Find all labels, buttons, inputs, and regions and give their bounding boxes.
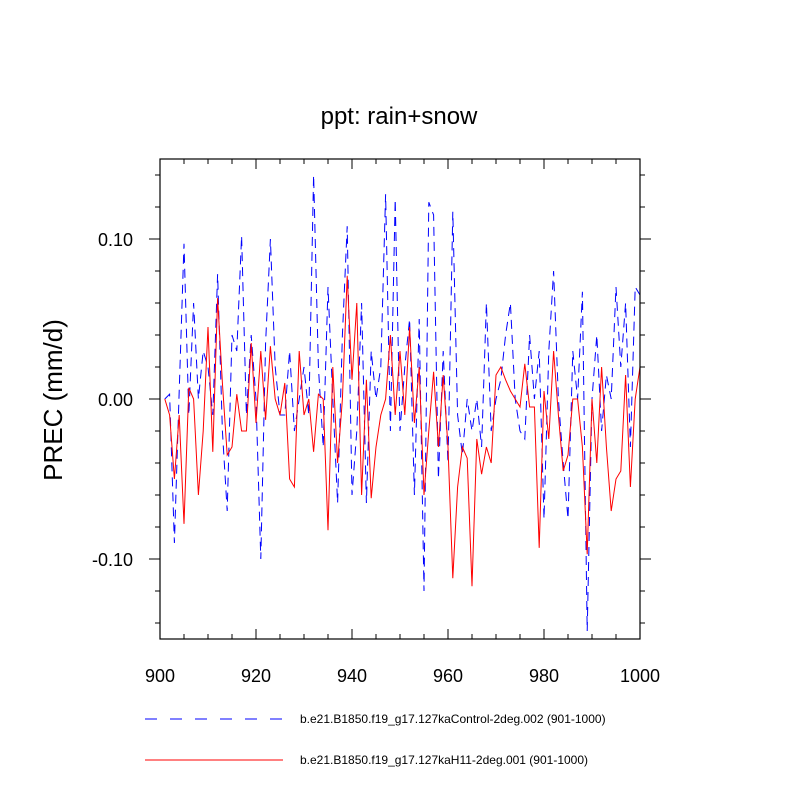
- x-tick-label: 920: [241, 666, 271, 686]
- series-layer: [164, 174, 641, 632]
- y-tick-label: 0.10: [98, 230, 133, 250]
- x-tick-label: 980: [529, 666, 559, 686]
- axes-layer: 900 920 940 960 980 1000 -0.10 0.00 0.10: [92, 159, 660, 686]
- series-line-h11: [164, 275, 641, 587]
- y-axis-label: PREC (mm/d): [38, 319, 68, 481]
- y-tick-label: -0.10: [92, 550, 133, 570]
- legend-entry-h11: b.e21.B1850.f19_g17.127kaH11-2deg.001 (9…: [300, 753, 588, 767]
- x-tick-label: 940: [337, 666, 367, 686]
- series-line-control: [164, 174, 641, 632]
- x-tick-label: 960: [433, 666, 463, 686]
- legend: b.e21.B1850.f19_g17.127kaControl-2deg.00…: [145, 712, 606, 767]
- y-tick-label: 0.00: [98, 390, 133, 410]
- legend-entry-control: b.e21.B1850.f19_g17.127kaControl-2deg.00…: [300, 712, 606, 726]
- chart-title: ppt: rain+snow: [321, 103, 478, 130]
- plot-frame: [159, 158, 641, 640]
- x-tick-label: 900: [145, 666, 175, 686]
- x-tick-label: 1000: [620, 666, 660, 686]
